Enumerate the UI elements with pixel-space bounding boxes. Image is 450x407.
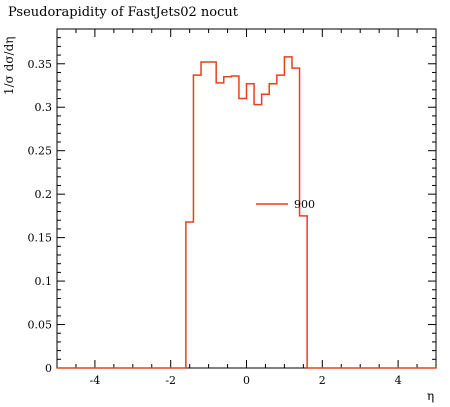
x-tick-label: -2 bbox=[165, 374, 176, 387]
y-tick-label: 0 bbox=[45, 362, 52, 375]
y-tick-label: 0.3 bbox=[35, 101, 53, 114]
y-tick-label: 0.2 bbox=[35, 188, 53, 201]
chart-title: Pseudorapidity of FastJets02 nocut bbox=[8, 5, 239, 20]
x-tick-label: -4 bbox=[90, 374, 101, 387]
y-tick-label: 0.35 bbox=[28, 58, 53, 71]
y-tick-label: 0.05 bbox=[28, 319, 53, 332]
legend-label: 900 bbox=[294, 198, 315, 211]
x-tick-label: 2 bbox=[319, 374, 326, 387]
legend: 900 bbox=[256, 198, 315, 211]
y-tick-label: 0.25 bbox=[28, 145, 53, 158]
y-tick-label: 0.1 bbox=[35, 275, 53, 288]
y-tick-label: 0.15 bbox=[28, 232, 53, 245]
plot-area: -4 -2 0 2 4 0 0.05 0.1 0.15 0.2 0.25 0.3 0.35 bbox=[28, 28, 437, 387]
series-line bbox=[57, 56, 436, 369]
plot-frame bbox=[56, 28, 437, 369]
y-axis-label: 1/σ dσ/dη bbox=[2, 37, 16, 95]
x-tick-label: 4 bbox=[395, 374, 402, 387]
x-axis-label: η bbox=[427, 389, 434, 403]
x-tick-label: 0 bbox=[243, 374, 250, 387]
